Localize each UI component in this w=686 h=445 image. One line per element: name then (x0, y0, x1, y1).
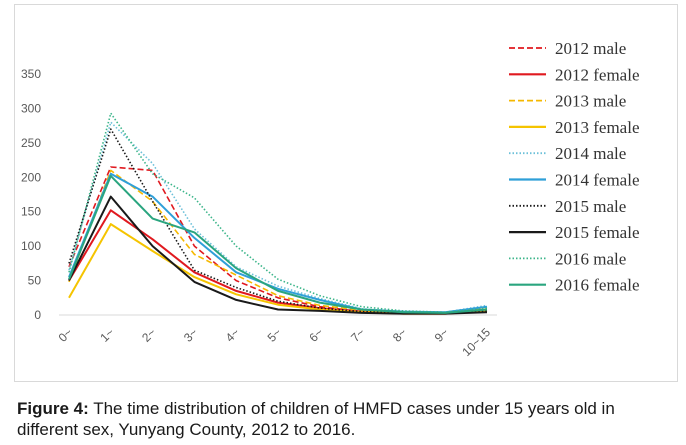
legend-label: 2015 female (555, 223, 640, 242)
legend-label: 2013 male (555, 92, 626, 111)
x-tick-label: 4~ (223, 325, 243, 345)
y-tick-label: 100 (21, 239, 41, 253)
series-layer (68, 112, 488, 315)
legend-label: 2014 male (555, 144, 626, 163)
x-tick-label: 5~ (265, 325, 285, 345)
x-tick-label: 0~ (56, 325, 76, 345)
caption-label: Figure 4: (17, 399, 89, 418)
x-tick-label: 1~ (97, 325, 117, 345)
legend-label: 2015 male (555, 197, 626, 216)
x-tick-label: 10~15 (459, 325, 493, 359)
y-tick-label: 250 (21, 136, 41, 150)
legend-label: 2016 female (555, 276, 640, 295)
series-line (68, 128, 488, 315)
series-line (68, 223, 488, 315)
legend-label: 2013 female (555, 118, 640, 137)
x-tick-label: 8~ (390, 325, 410, 345)
x-tick-label: 3~ (181, 325, 201, 345)
legend-label: 2012 male (555, 39, 626, 58)
x-tick-label: 9~ (432, 325, 452, 345)
y-tick-label: 0 (34, 308, 41, 322)
series-line (68, 112, 488, 314)
legend-label: 2014 female (555, 171, 640, 190)
y-tick-label: 50 (28, 274, 42, 288)
y-tick-label: 200 (21, 170, 41, 184)
x-tick-label: 7~ (348, 325, 368, 345)
legend: 2012 male 2012 female 2013 male 2013 female… (509, 39, 640, 295)
chart-frame: 0 50 100 150 200 250 300 350 0~ 1~ 2~ 3~ 4~ 5~ 6~ 7~ 8~ 9… (14, 4, 678, 382)
legend-label: 2012 female (555, 65, 640, 84)
y-tick-label: 150 (21, 205, 41, 219)
y-tick-label: 350 (21, 67, 41, 81)
x-tick-label: 6~ (306, 325, 326, 345)
y-tick-label: 300 (21, 101, 41, 115)
series-line (68, 166, 488, 315)
series-line (68, 121, 488, 314)
line-chart: 0 50 100 150 200 250 300 350 0~ 1~ 2~ 3~ 4~ 5~ 6~ 7~ 8~ 9… (21, 39, 640, 359)
series-line (68, 195, 488, 315)
x-tick-label: 2~ (139, 325, 159, 345)
legend-label: 2016 male (555, 249, 626, 268)
series-line (68, 174, 488, 314)
caption-text: The time distribution of children of HMF… (17, 399, 615, 439)
figure-caption: Figure 4: The time distribution of child… (17, 398, 677, 440)
